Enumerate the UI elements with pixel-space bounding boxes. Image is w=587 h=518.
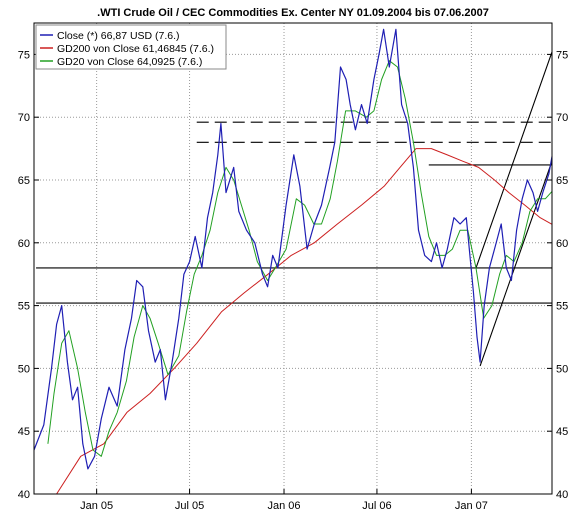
y-tick-label-right: 65: [556, 175, 568, 187]
x-tick-label: Jan 07: [455, 500, 488, 512]
legend-label-gd20: GD20 von Close 64,0925 (7.6.): [57, 56, 202, 68]
y-tick-label-left: 50: [18, 363, 30, 375]
x-axis: Jan 05 Jul 05 Jan 06 Jul 06 Jan 07: [80, 489, 488, 512]
plot-frame: [33, 22, 553, 495]
legend-box: [35, 24, 227, 70]
x-tick-label: Jan 06: [268, 500, 301, 512]
y-tick-label-right: 55: [556, 301, 568, 313]
reference-lines: [36, 51, 553, 367]
reference-line-solid: [479, 160, 553, 367]
y-tick-label-right: 50: [556, 363, 568, 375]
y-tick-label-left: 60: [18, 238, 30, 250]
y-tick-label-left: 70: [18, 112, 30, 124]
x-tick-label: Jul 05: [175, 500, 204, 512]
y-tick-label-right: 75: [556, 49, 568, 61]
legend-label-close: Close (*) 66,87 USD (7.6.): [57, 30, 180, 42]
y-tick-label-left: 40: [18, 489, 30, 501]
legend-label-gd200: GD200 von Close 61,46845 (7.6.): [57, 43, 214, 55]
x-tick-label: Jul 06: [362, 500, 391, 512]
series-line-gd200: [56, 148, 553, 495]
reference-line-solid: [475, 51, 553, 269]
y-tick-label-left: 65: [18, 175, 30, 187]
y-axis: 40 40 45 45 50 50 55 55 60 60 65 65 70 70 75 75: [18, 49, 569, 501]
y-tick-label-left: 55: [18, 301, 30, 313]
x-tick-label: Jan 05: [80, 500, 113, 512]
plot-area: [33, 22, 553, 495]
y-tick-label-left: 45: [18, 426, 30, 438]
y-tick-label-right: 60: [556, 238, 568, 250]
y-tick-label-right: 70: [556, 112, 568, 124]
y-tick-label-left: 75: [18, 49, 30, 61]
y-tick-label-right: 45: [556, 426, 568, 438]
chart-title: .WTI Crude Oil / CEC Commodities Ex. Cen…: [97, 7, 489, 19]
legend: Close (*) 66,87 USD (7.6.)GD200 von Clos…: [35, 24, 227, 70]
series-line-close: [33, 28, 553, 470]
y-tick-label-right: 40: [556, 489, 568, 501]
series-line-gd20: [47, 60, 553, 457]
series-lines: [33, 28, 553, 495]
